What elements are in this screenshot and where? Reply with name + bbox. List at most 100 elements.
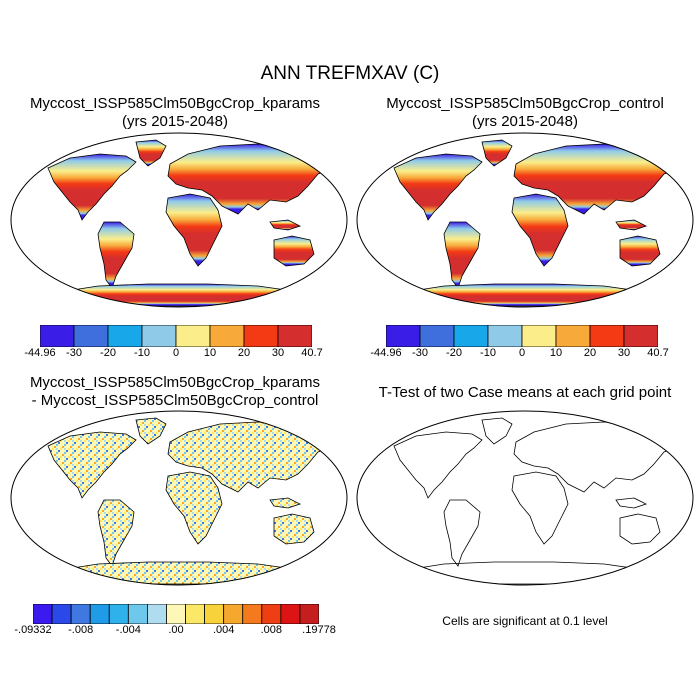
significance-note: Cells are significant at 0.1 level [442,614,608,628]
colorbar-swatch [243,325,279,347]
colorbar-swatch [209,325,245,347]
colorbar-tick-label: 10 [203,347,217,359]
colorbar-tick-label: .00 [168,624,184,636]
indonesia-landmass [269,219,302,231]
colorbar-tick-label: -44.96 [24,347,56,359]
africa-landmass [165,471,223,545]
colorbar-tick-label: 0 [172,347,180,359]
colorbar-swatch [185,604,206,624]
case1-title-line2: (yrs 2015-2048) [122,113,228,130]
colorbar-swatch [127,604,148,624]
australia-landmass [273,235,315,267]
figure-title: ANN TREFMXAV (C) [260,63,440,84]
greenland-landmass [135,417,167,445]
case2-map [356,132,694,308]
colorbar-swatch [141,325,177,347]
australia-landmass [273,513,315,545]
colorbar-swatch [223,604,244,624]
colorbar-tick-label: -44.96 [370,347,402,359]
colorbar-swatch [33,604,53,624]
colorbar-tick-label: .19778 [302,624,336,636]
colorbar-swatch [89,604,110,624]
colorbar-tick-label: 20 [583,347,597,359]
greenland-landmass [481,417,513,445]
colorbar-swatch [204,604,225,624]
south-america-landmass [97,221,135,289]
colorbar-swatch [107,325,143,347]
colorbar-swatch [147,604,167,624]
north-america-landmass [47,153,137,221]
colorbar-swatch [419,325,455,347]
case2-title: Myccost_ISSP585Clm50BgcCrop_control (yrs… [350,95,700,131]
colorbar-swatch [166,604,186,624]
colorbar-tick-label: 30 [271,347,285,359]
colorbar-tick-label: -10 [134,347,150,359]
difference-map [10,410,348,586]
australia-landmass [619,235,661,267]
colorbar-swatch [299,604,319,624]
colorbar-swatch [453,325,489,347]
case1-colorbar [40,325,312,347]
colorbar-tick-label: -20 [100,347,116,359]
colorbar-swatch [51,604,72,624]
africa-landmass [511,193,569,267]
greenland-landmass [481,139,513,167]
colorbar-tick-label: -.004 [115,624,141,636]
case1-title-line1: Myccost_ISSP585Clm50BgcCrop_kparams [29,95,321,112]
colorbar-swatch [40,325,75,347]
colorbar-tick-label: -30 [66,347,82,359]
colorbar-tick-label: -20 [446,347,462,359]
difference-colorbar [33,604,319,624]
colorbar-swatch [277,325,312,347]
colorbar-tick-label: -.09332 [14,624,52,636]
south-america-landmass [97,499,135,567]
colorbar-swatch [73,325,109,347]
colorbar-tick-label: 40.7 [301,347,323,359]
colorbar-swatch [175,325,211,347]
north-america-landmass [47,431,137,499]
indonesia-landmass [615,219,648,231]
colorbar-tick-label: -10 [480,347,496,359]
colorbar-swatch [623,325,658,347]
colorbar-tick-label: -30 [412,347,428,359]
colorbar-swatch [555,325,591,347]
indonesia-landmass [269,497,302,509]
case2-colorbar [386,325,658,347]
colorbar-swatch [261,604,282,624]
indonesia-landmass [615,497,648,509]
colorbar-swatch [386,325,421,347]
colorbar-tick-label: -.008 [68,624,94,636]
africa-landmass [511,471,569,545]
colorbar-swatch [242,604,263,624]
case1-colorbar-labels: -44.96 -30 -20 -10 0 10 20 30 40.7 [24,347,322,363]
north-america-landmass [393,431,483,499]
difference-colorbar-labels: -.09332 -.008 -.004 .00 .004 .008 .19778 [14,624,335,640]
australia-landmass [619,513,661,545]
colorbar-tick-label: 10 [549,347,563,359]
case2-title-line2: (yrs 2015-2048) [472,113,578,130]
colorbar-tick-label: 20 [237,347,251,359]
colorbar-swatch [70,604,91,624]
ttest-title-line1: T-Test of two Case means at each grid po… [378,384,672,401]
case2-title-line1: Myccost_ISSP585Clm50BgcCrop_control [386,95,664,112]
colorbar-tick-label: .004 [212,624,235,636]
colorbar-swatch [589,325,625,347]
map-border [356,410,694,586]
eurasia-landmass [513,421,681,493]
case1-map [10,132,348,308]
colorbar-tick-label: 30 [617,347,631,359]
south-america-landmass [443,221,481,289]
colorbar-tick-label: 0 [518,347,526,359]
case2-colorbar-labels: -44.96 -30 -20 -10 0 10 20 30 40.7 [370,347,668,363]
ttest-map [356,410,694,586]
map-border [10,132,348,308]
colorbar-swatch [108,604,129,624]
difference-title: Myccost_ISSP585Clm50BgcCrop_kparams - My… [0,374,350,410]
greenland-landmass [135,139,167,167]
colorbar-swatch [487,325,523,347]
difference-title-line1: Myccost_ISSP585Clm50BgcCrop_kparams [29,374,321,391]
map-border [356,132,694,308]
ttest-title: T-Test of two Case means at each grid po… [350,384,700,402]
case1-title: Myccost_ISSP585Clm50BgcCrop_kparams (yrs… [0,95,350,131]
north-america-landmass [393,153,483,221]
